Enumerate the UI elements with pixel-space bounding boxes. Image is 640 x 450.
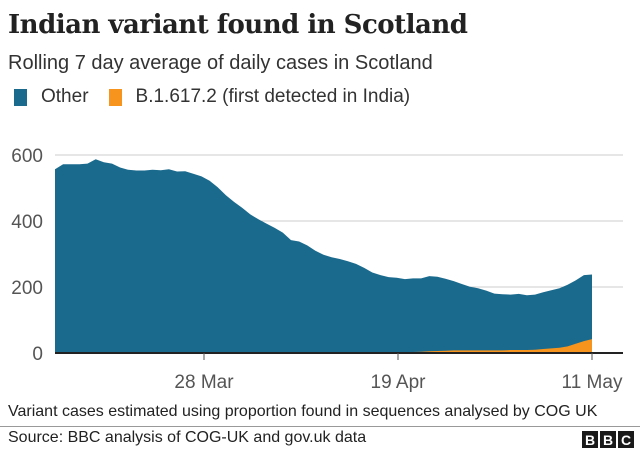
y-tick-label: 400: [11, 212, 43, 233]
y-tick-label: 200: [11, 278, 43, 299]
area-other: [55, 159, 592, 353]
legend-swatch-variant: [108, 88, 122, 106]
area-variant: [55, 339, 592, 353]
source-text: Source: BBC analysis of COG-UK and gov.u…: [8, 429, 367, 446]
x-tick-label: 28 Mar: [174, 372, 234, 393]
bbc-logo-letter: C: [618, 431, 634, 448]
x-tick-label: 11 May: [562, 372, 623, 393]
chart-title: Indian variant found in Scotland: [8, 10, 468, 40]
bbc-logo: B B C: [582, 431, 634, 448]
bbc-logo-letter: B: [600, 431, 616, 448]
legend-label-other: Other: [41, 86, 89, 107]
footnote: Variant cases estimated using proportion…: [8, 403, 598, 420]
y-tick-label: 600: [11, 146, 43, 167]
chart-subtitle: Rolling 7 day average of daily cases in …: [8, 52, 433, 74]
y-tick-label: 0: [32, 344, 43, 365]
area-chart: 0 200 400 600 28 Mar 19 Apr 11 May: [11, 146, 623, 393]
legend-label-variant: B.1.617.2 (first detected in India): [135, 86, 411, 107]
bbc-logo-letter: B: [582, 431, 598, 448]
legend: Other B.1.617.2 (first detected in India…: [14, 86, 430, 108]
legend-swatch-other: [14, 88, 27, 106]
x-tick-label: 19 Apr: [371, 372, 427, 393]
divider: [0, 426, 640, 427]
